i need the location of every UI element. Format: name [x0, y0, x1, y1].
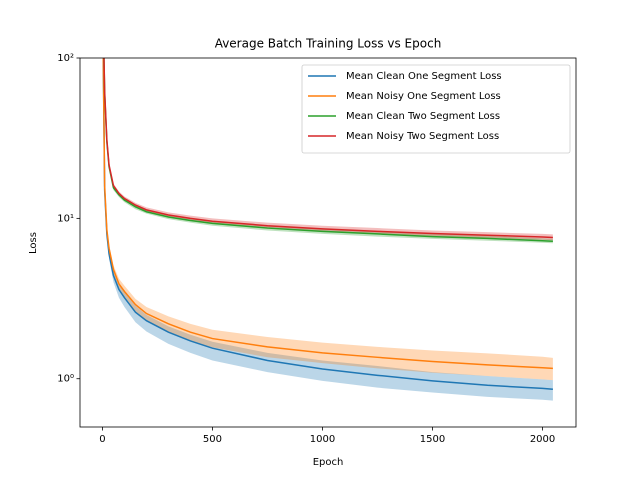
y-tick-label: 10²	[57, 53, 74, 64]
legend: Mean Clean One Segment Loss Mean Noisy On…	[301, 64, 571, 154]
legend-label: Mean Clean One Segment Loss	[346, 71, 502, 82]
y-axis-label: Loss	[28, 232, 39, 254]
y-tick-label: 10¹	[57, 213, 74, 224]
x-tick-label: 2000	[530, 434, 555, 445]
x-tick-label: 0	[99, 434, 105, 445]
legend-label: Mean Clean Two Segment Loss	[346, 111, 500, 122]
x-tick-label: 1000	[310, 434, 335, 445]
legend-label: Mean Noisy One Segment Loss	[346, 91, 501, 102]
line	[102, 58, 553, 370]
x-tick-label: 500	[203, 434, 222, 445]
legend-label: Mean Noisy Two Segment Loss	[346, 131, 499, 142]
axes: 0 500 1000 1500 2000 10⁰ 10¹ 10² Mean Clean One …	[57, 53, 577, 445]
x-axis-label: Epoch	[313, 457, 344, 468]
axes-frame	[79, 57, 577, 428]
x-tick-label: 1500	[420, 434, 445, 445]
y-tick-label: 10⁰	[57, 374, 74, 385]
line	[102, 58, 553, 390]
line	[103, 58, 553, 239]
legend-box	[301, 64, 571, 154]
chart-title: Average Batch Training Loss vs Epoch	[215, 37, 442, 51]
plot-area	[102, 58, 553, 401]
